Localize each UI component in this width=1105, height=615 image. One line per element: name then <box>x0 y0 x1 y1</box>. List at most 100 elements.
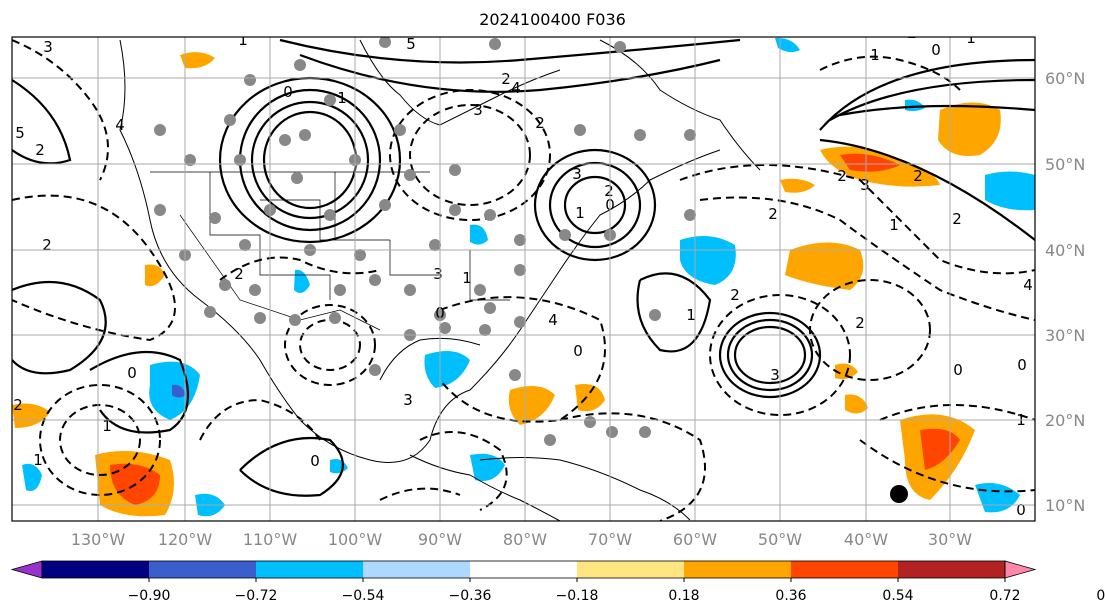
contour-label: 3 <box>403 391 413 409</box>
contour-label: 3 <box>770 366 780 384</box>
contour-label: 1 <box>462 269 472 287</box>
latitude-tick-label: 60°N <box>1045 69 1085 88</box>
contour-label: 2 <box>837 167 847 185</box>
colorbar-outline <box>41 560 1006 579</box>
contour-label: 3 <box>473 101 483 119</box>
longitude-tick-label: 40°W <box>844 530 888 549</box>
negative-anomaly-region <box>470 453 505 481</box>
colorbar-segment <box>470 561 577 578</box>
positive-anomaly-region <box>508 386 555 425</box>
station-dots <box>154 37 696 446</box>
colorbar-tick-label: 0.72 <box>989 588 1020 604</box>
colorbar-tick-label: −0.72 <box>235 588 278 604</box>
graticule <box>12 37 1035 521</box>
longitude-tick-label: 120°W <box>158 530 213 549</box>
contour-label: 2 <box>501 70 511 88</box>
contour-label: 5 <box>15 124 25 142</box>
contour-label: 1 <box>575 204 585 222</box>
longitude-tick-label: 110°W <box>243 530 298 549</box>
colorbar-tick-label: −0.90 <box>128 588 171 604</box>
positive-anomaly-region <box>845 394 868 414</box>
contour-label: 3 <box>43 38 53 56</box>
colorbar-segment <box>256 561 363 578</box>
contour-label: 0 <box>573 342 583 360</box>
positive-anomaly-region <box>12 403 50 428</box>
contour-label: 1 <box>238 31 248 49</box>
strong-positive-anomaly-region <box>840 153 900 172</box>
contour-label: 2 <box>855 314 865 332</box>
contour-label: 0 <box>310 452 320 470</box>
latitude-tick-label: 50°N <box>1045 155 1085 174</box>
colorbar-low-extension <box>10 560 43 579</box>
contour-label: 3 <box>572 165 582 183</box>
contour-label: 2 <box>768 205 778 223</box>
longitude-tick-label: 60°W <box>673 530 717 549</box>
positive-anomaly-region <box>145 264 165 287</box>
longitude-tick-label: 130°W <box>71 530 126 549</box>
latitude-tick-label: 10°N <box>1045 496 1085 515</box>
positive-anomaly-region <box>785 242 864 290</box>
colorbar-tick-label: 0.54 <box>882 588 913 604</box>
colorbar-segment <box>898 561 1005 578</box>
colorbar-segment <box>149 561 256 578</box>
map-title: 2024100400 F036 <box>479 10 626 29</box>
positive-anomaly-region <box>938 102 1001 156</box>
longitude-tick-label: 90°W <box>418 530 462 549</box>
negative-anomaly-region <box>680 236 736 285</box>
contour-label: 2 <box>13 396 23 414</box>
contour-label: 5 <box>406 35 416 53</box>
contour-label: 1 <box>889 216 899 234</box>
positive-anomaly-region <box>780 178 815 193</box>
longitude-axis-labels: 130°W 120°W 110°W 100°W 90°W 80°W 70°W 60°W 50°W… <box>71 530 972 549</box>
contour-label: 4 <box>548 311 558 329</box>
latitude-axis-labels: 60°N 50°N 40°N 30°N 20°N 10°N <box>1045 69 1085 515</box>
negative-anomaly-region <box>470 224 488 245</box>
storm-center-marker <box>890 485 908 503</box>
contour-label: 0 <box>1017 356 1027 374</box>
longitude-tick-label: 50°W <box>758 530 802 549</box>
strong-negative-anomaly-region <box>172 384 186 398</box>
colorbar-tick-label: 0.18 <box>668 588 699 604</box>
latitude-tick-label: 20°N <box>1045 411 1085 430</box>
contour-label: 2 <box>952 210 962 228</box>
colorbar-tick-label: −0.18 <box>556 588 599 604</box>
contour-label: 2 <box>907 24 917 42</box>
contour-label: 1 <box>686 306 696 324</box>
colorbar-tick-label: −0.36 <box>449 588 492 604</box>
contour-label: 2 <box>604 182 614 200</box>
colorbar-tick-label: −0.54 <box>342 588 385 604</box>
colorbar-high-extension <box>1004 560 1037 579</box>
contour-label: 2 <box>234 265 244 283</box>
longitude-tick-label: 70°W <box>588 530 632 549</box>
latitude-tick-label: 30°N <box>1045 326 1085 345</box>
map-background <box>12 37 1035 521</box>
contour-label: 4 <box>511 79 521 97</box>
contour-label: 1 <box>337 89 347 107</box>
contour-label: 2 <box>913 167 923 185</box>
colorbar-segment <box>363 561 470 578</box>
colorbar-tick-label: 0.90 <box>1096 588 1105 604</box>
contour-label: 1 <box>870 46 880 64</box>
negative-anomaly-region <box>905 99 925 112</box>
positive-anomaly-region <box>575 384 605 412</box>
latitude-tick-label: 40°N <box>1045 241 1085 260</box>
colorbar-segment <box>684 561 791 578</box>
positive-anomaly-region <box>180 52 215 69</box>
solid-contours <box>12 38 1035 497</box>
negative-anomaly-region <box>985 171 1035 211</box>
colorbar-tick-label: 0.36 <box>775 588 806 604</box>
longitude-tick-label: 100°W <box>328 530 383 549</box>
contour-label: 1 <box>966 29 976 47</box>
colorbar: −0.90 −0.72 −0.54 −0.36 −0.18 0.18 0.36 0.54 0.7… <box>10 560 1105 604</box>
map-frame <box>11 36 1036 522</box>
contour-label: 0 <box>931 41 941 59</box>
contour-label: 1 <box>33 451 43 469</box>
contour-label: 2 <box>535 114 545 132</box>
contour-label: 0 <box>953 361 963 379</box>
negative-anomaly-region <box>294 269 310 294</box>
contour-label: 2 <box>35 141 45 159</box>
negative-anomaly-region <box>22 463 42 491</box>
colorbar-segment <box>577 561 684 578</box>
contour-label: 3 <box>433 265 443 283</box>
contour-label: 4 <box>115 116 125 134</box>
